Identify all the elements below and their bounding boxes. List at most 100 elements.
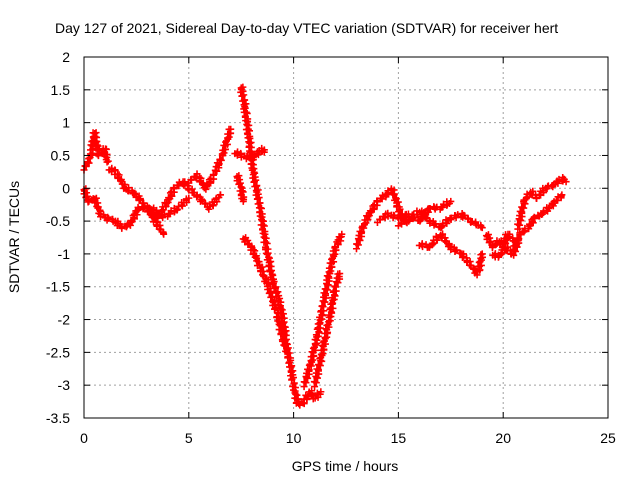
- data-point-mark: [549, 182, 557, 190]
- data-point-mark: [280, 341, 288, 349]
- series-track-t: [514, 173, 570, 233]
- data-point-mark: [258, 263, 266, 271]
- data-point-mark: [299, 399, 307, 407]
- series-track-f: [185, 125, 235, 193]
- data-point-mark: [384, 212, 392, 220]
- data-point-mark: [160, 230, 168, 238]
- data-point-mark: [274, 317, 282, 325]
- data-point-mark: [538, 210, 546, 218]
- data-point-mark: [254, 258, 262, 266]
- data-point-mark: [267, 293, 275, 301]
- data-point-mark: [377, 194, 385, 202]
- series-track-i: [233, 172, 248, 205]
- grid-lines: [84, 57, 608, 418]
- data-point-mark: [242, 108, 250, 116]
- data-point-mark: [241, 104, 249, 112]
- data-point-mark: [447, 197, 455, 205]
- series-track-j: [239, 234, 325, 409]
- data-point-mark: [136, 195, 144, 203]
- series-track-m: [352, 185, 409, 253]
- data-point-mark: [520, 228, 528, 236]
- data-point-mark: [531, 214, 539, 222]
- data-point-mark: [258, 217, 266, 225]
- data-point-mark: [515, 235, 523, 243]
- data-point-mark: [308, 390, 316, 398]
- data-point-mark: [553, 196, 561, 204]
- data-point-mark: [441, 237, 449, 245]
- data-point-mark: [251, 183, 259, 191]
- data-point-mark: [201, 199, 209, 207]
- y-tick-label: -1: [58, 246, 71, 262]
- x-tick-label: 5: [185, 430, 193, 446]
- plot-frame: [83, 56, 609, 419]
- x-tick-label: 10: [286, 430, 302, 446]
- data-point-mark: [271, 305, 279, 313]
- data-point-mark: [254, 200, 262, 208]
- data-point-mark: [331, 283, 339, 291]
- data-point-mark: [187, 176, 195, 184]
- data-point-mark: [364, 213, 372, 221]
- data-point-mark: [266, 289, 274, 297]
- data-point-mark: [318, 302, 326, 310]
- data-point-mark: [394, 198, 402, 206]
- data-point-mark: [558, 191, 566, 199]
- data-point-mark: [277, 305, 285, 313]
- y-tick-label: 1.5: [51, 82, 71, 98]
- data-point-mark: [258, 271, 266, 279]
- x-tick-label: 0: [80, 430, 88, 446]
- data-point-mark: [209, 202, 217, 210]
- data-point-mark: [409, 214, 417, 222]
- x-tick-label: 20: [495, 430, 511, 446]
- data-point-mark: [336, 270, 344, 278]
- series-track-n: [373, 197, 455, 226]
- y-tick-label: -2: [58, 312, 71, 328]
- data-point-mark: [331, 292, 339, 300]
- data-point-mark: [310, 378, 318, 386]
- data-point-mark: [81, 162, 89, 170]
- y-tick-label: -3.5: [46, 410, 70, 426]
- x-tick-label: 25: [600, 430, 616, 446]
- data-point-mark: [317, 388, 325, 396]
- data-point-mark: [389, 190, 397, 198]
- data-point-mark: [486, 238, 494, 246]
- series-track-l: [310, 270, 344, 391]
- y-tick-label: -1.5: [46, 279, 70, 295]
- data-point-mark: [117, 177, 125, 185]
- data-point-mark: [209, 171, 217, 179]
- data-point-mark: [328, 309, 336, 317]
- y-tick-label: -2.5: [46, 344, 70, 360]
- axis-ticks: [83, 56, 609, 419]
- data-point-mark: [262, 249, 270, 257]
- series-track-k: [300, 230, 346, 391]
- data-point-mark: [101, 152, 109, 160]
- data-point-mark: [259, 229, 267, 237]
- series-track-p: [415, 230, 487, 279]
- data-point-mark: [319, 312, 327, 320]
- data-point-mark: [376, 216, 384, 224]
- x-axis-label: GPS time / hours: [292, 458, 399, 474]
- chart-title: Day 127 of 2021, Sidereal Day-to-day VTE…: [55, 20, 558, 36]
- data-point-mark: [390, 212, 398, 220]
- y-tick-label: 2: [62, 49, 70, 65]
- data-point-mark: [300, 378, 308, 386]
- data-point-mark: [216, 191, 224, 199]
- data-point-mark: [239, 197, 247, 205]
- data-point-mark: [535, 191, 543, 199]
- data-point-mark: [323, 321, 331, 329]
- data-points: [80, 83, 570, 409]
- data-point-mark: [276, 322, 284, 330]
- data-point-mark: [274, 309, 282, 317]
- series-track-d: [111, 194, 193, 232]
- y-tick-label: -0.5: [46, 213, 70, 229]
- data-point-mark: [518, 203, 526, 211]
- data-point-mark: [453, 246, 461, 254]
- data-point-mark: [338, 230, 346, 238]
- y-tick-label: 0: [62, 180, 70, 196]
- data-point-mark: [103, 158, 111, 166]
- data-point-mark: [129, 212, 137, 220]
- data-point-mark: [432, 220, 440, 228]
- data-point-mark: [353, 240, 361, 248]
- data-point-mark: [286, 363, 294, 371]
- data-point-mark: [477, 251, 485, 259]
